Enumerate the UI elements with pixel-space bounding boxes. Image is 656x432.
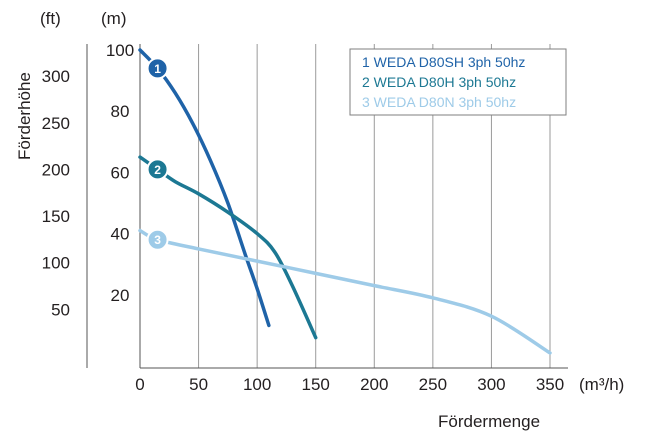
series-group: 1 2 3 [138, 48, 552, 355]
y-unit-right: (m) [101, 9, 126, 28]
x-tick-label: 300 [477, 375, 505, 394]
y-tick-label-ft: 150 [42, 207, 70, 226]
legend: 1 WEDA D80SH 3ph 50hz 2 WEDA D80H 3ph 50h… [349, 48, 567, 116]
legend-entry-2: 2 WEDA D80H 3ph 50hz [362, 74, 516, 90]
x-tick-label: 150 [302, 375, 330, 394]
series-line-3 [138, 228, 552, 355]
x-axis-label: Fördermenge [438, 412, 540, 431]
y-tick-label-ft: 100 [42, 254, 70, 273]
y-tick-label-m: 20 [111, 286, 130, 305]
y-tick-label-ft: 200 [42, 160, 70, 179]
x-tick-label: 250 [419, 375, 447, 394]
y-tick-label-ft: 300 [42, 67, 70, 86]
x-unit: (m³/h) [579, 375, 624, 394]
series-badge-1 [146, 57, 169, 80]
x-tick-label: 200 [360, 375, 388, 394]
y-tick-label-m: 60 [111, 163, 130, 182]
x-tick-label: 100 [243, 375, 271, 394]
series-badge-label: 3 [154, 233, 161, 247]
series-badge-3 [146, 228, 169, 251]
series-badge-2 [146, 158, 169, 181]
y-tick-label-m: 100 [106, 41, 134, 60]
x-tick-label: 350 [536, 375, 564, 394]
x-tick-label: 50 [189, 375, 208, 394]
axes: 0 50 100 150 200 250 300 350 20 40 60 80 100 50 100 150… [42, 41, 568, 394]
y-tick-label-ft: 250 [42, 114, 70, 133]
y-unit-left: (ft) [40, 9, 61, 28]
y-tick-label-m: 80 [111, 102, 130, 121]
series-badge-label: 2 [154, 163, 161, 177]
x-tick-label: 0 [135, 375, 144, 394]
y-tick-label-ft: 50 [51, 300, 70, 319]
series-line-2 [138, 155, 318, 340]
legend-box [349, 48, 567, 116]
legend-entry-3: 3 WEDA D80N 3ph 50hz [362, 94, 516, 110]
series-line-1 [138, 48, 271, 328]
y-tick-label-m: 40 [111, 225, 130, 244]
legend-entry-1: 1 WEDA D80SH 3ph 50hz [362, 54, 525, 70]
y-axis-label: Förderhöhe [15, 72, 34, 160]
series-badge-label: 1 [154, 62, 161, 76]
